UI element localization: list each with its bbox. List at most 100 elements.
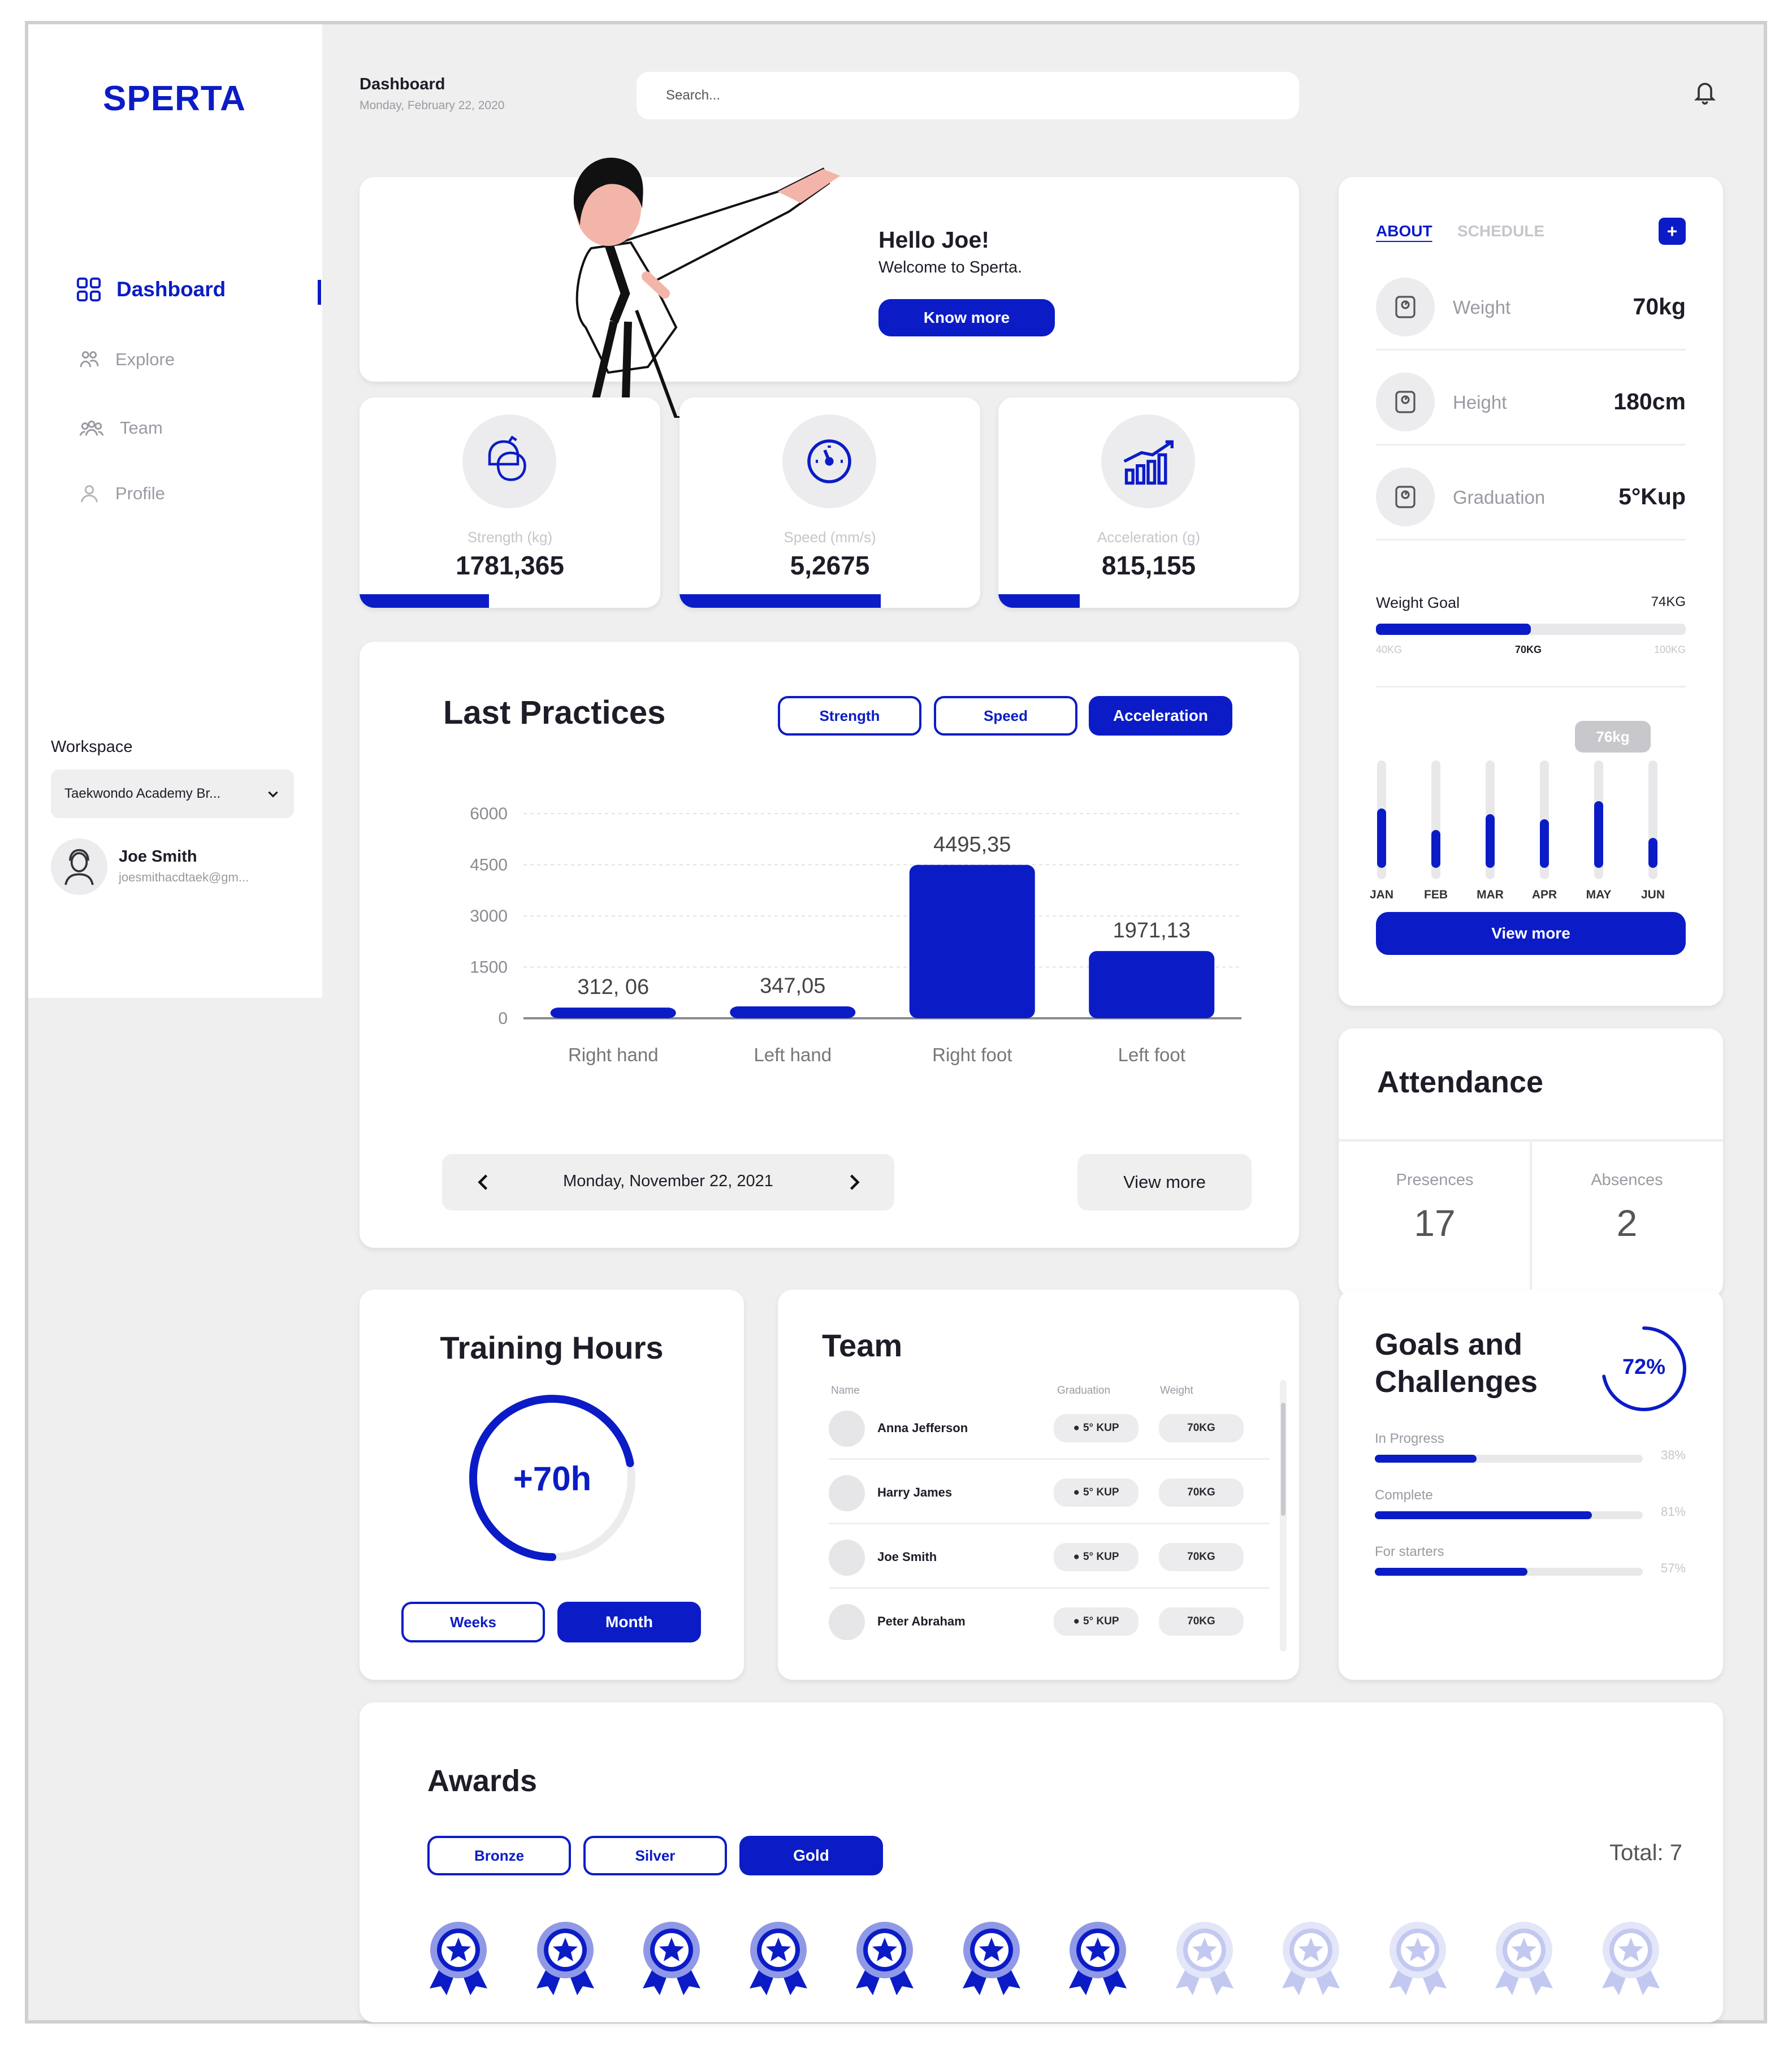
add-button[interactable]: + — [1659, 218, 1686, 245]
medal-icon[interactable] — [1274, 1917, 1348, 1996]
divider — [1376, 539, 1686, 541]
stat-value: 815,155 — [1101, 551, 1196, 580]
team-row[interactable]: Peter Abraham ● 5° KUP 70KG — [829, 1602, 1270, 1641]
tab-schedule[interactable]: SCHEDULE — [1457, 222, 1545, 240]
month-bar[interactable] — [1431, 830, 1440, 868]
hero-welcome: Welcome to Sperta. — [878, 258, 1023, 276]
attendance-card: Attendance Presences 17 Absences 2 — [1339, 1028, 1723, 1298]
team-scrollbar-thumb[interactable] — [1281, 1403, 1285, 1516]
grid-icon — [76, 277, 101, 302]
medal-icon[interactable] — [422, 1917, 495, 1996]
y-tick-label: 6000 — [470, 805, 508, 823]
awards-title: Awards — [427, 1764, 538, 1798]
about-label: Weight — [1453, 297, 1511, 318]
y-tick-label: 3000 — [470, 907, 508, 926]
weeks-button[interactable]: Weeks — [401, 1602, 545, 1642]
tab-about[interactable]: ABOUT — [1376, 222, 1432, 240]
stat-card-acceleration[interactable]: Acceleration (g) 815,155 — [998, 397, 1299, 608]
sidebar-item-profile[interactable]: Profile — [78, 482, 165, 505]
x-tick-label: Right foot — [932, 1044, 1012, 1065]
member-avatar — [829, 1540, 865, 1576]
filter-gold-button[interactable]: Gold — [739, 1836, 883, 1875]
page-date: Monday, February 22, 2020 — [360, 99, 505, 112]
stat-progress-bar — [679, 594, 881, 608]
bell-icon[interactable] — [1693, 79, 1717, 106]
know-more-button[interactable]: Know more — [878, 299, 1055, 336]
weight-goal-value: 74KG — [1651, 594, 1686, 609]
stat-card-strength[interactable]: Strength (kg) 1781,365 — [360, 397, 660, 608]
goal-label: Complete — [1375, 1488, 1433, 1503]
chevron-right-icon[interactable] — [843, 1171, 864, 1194]
member-name: Peter Abraham — [877, 1614, 966, 1628]
team-row[interactable]: Harry James ● 5° KUP 70KG — [829, 1473, 1270, 1512]
medal-icon[interactable] — [1381, 1917, 1455, 1996]
search-input[interactable]: Search... — [637, 72, 1299, 119]
month-bar[interactable] — [1377, 809, 1386, 868]
weight-goal-label: Weight Goal — [1376, 594, 1460, 611]
goal-fill — [1375, 1455, 1477, 1463]
month-bar[interactable] — [1540, 819, 1549, 868]
team-scrollbar[interactable] — [1280, 1380, 1287, 1651]
filter-strength-button[interactable]: Strength — [778, 696, 921, 736]
member-name: Harry James — [877, 1485, 953, 1499]
member-weight: 70KG — [1159, 1478, 1244, 1507]
medal-icon[interactable] — [529, 1917, 602, 1996]
month-button[interactable]: Month — [557, 1602, 701, 1642]
goal-label: In Progress — [1375, 1431, 1444, 1446]
team-row[interactable]: Joe Smith ● 5° KUP 70KG — [829, 1537, 1270, 1577]
filter-bronze-button[interactable]: Bronze — [427, 1836, 571, 1875]
goal-value: 57% — [1660, 1561, 1686, 1575]
medal-icon[interactable] — [1487, 1917, 1561, 1996]
x-tick-label: Left hand — [754, 1044, 832, 1065]
stat-label: Acceleration (g) — [1097, 529, 1201, 546]
absences-value: 2 — [1616, 1202, 1638, 1244]
sidebar-item-explore[interactable]: Explore — [78, 348, 175, 371]
filter-speed-button[interactable]: Speed — [934, 696, 1077, 736]
medal-icon[interactable] — [1168, 1917, 1241, 1996]
about-value: 70kg — [1633, 293, 1686, 319]
stat-card-speed[interactable]: Speed (mm/s) 5,2675 — [679, 397, 980, 608]
medal-icon[interactable] — [742, 1917, 815, 1996]
month-bar-track — [1594, 760, 1603, 879]
medal-icon[interactable] — [848, 1917, 921, 1996]
month-bar[interactable] — [1594, 801, 1603, 868]
avatar[interactable] — [51, 838, 107, 895]
workspace-select[interactable]: Taekwondo Academy Br... — [51, 769, 294, 818]
workspace-label: Workspace — [51, 738, 133, 756]
filter-acceleration-button[interactable]: Acceleration — [1089, 696, 1232, 736]
member-weight: 70KG — [1159, 1414, 1244, 1442]
practice-date: Monday, November 22, 2021 — [563, 1172, 773, 1190]
practices-bar-chart: 6000 4500 3000 1500 0 312, 06 Right hand 347,05… — [470, 805, 1241, 1065]
medal-icon[interactable] — [1594, 1917, 1668, 1996]
month-bar[interactable] — [1486, 814, 1495, 868]
weight-goal-max: 100KG — [1654, 644, 1686, 655]
medal-icon[interactable] — [1061, 1917, 1135, 1996]
practices-card: Last Practices Strength Speed Accelerati… — [360, 642, 1299, 1248]
app-logo[interactable]: SPERTA — [103, 79, 246, 118]
attendance-title: Attendance — [1377, 1065, 1544, 1099]
search-placeholder: Search... — [666, 88, 721, 103]
about-view-more-button[interactable]: View more — [1376, 912, 1686, 955]
bar — [909, 864, 1035, 1018]
medal-icon[interactable] — [635, 1917, 708, 1996]
medal-icon[interactable] — [955, 1917, 1028, 1996]
page-title: Dashboard — [360, 75, 445, 93]
graduation-text: 5° KUP — [1083, 1486, 1119, 1498]
chevron-left-icon[interactable] — [474, 1171, 494, 1194]
divider — [1376, 686, 1686, 688]
hero-card: Hello Joe! Welcome to Sperta. Know more — [360, 177, 1299, 382]
scale-icon — [1376, 373, 1435, 431]
sidebar-item-dashboard[interactable]: Dashboard — [76, 276, 226, 302]
goal-track — [1375, 1455, 1643, 1463]
stat-value: 1781,365 — [456, 551, 564, 580]
y-tick-label: 4500 — [470, 856, 508, 875]
sidebar-item-team[interactable]: Team — [78, 417, 163, 439]
team-row[interactable]: Anna Jefferson ● 5° KUP 70KG — [829, 1408, 1270, 1448]
weight-goal-current: 70KG — [1515, 644, 1542, 655]
practices-view-more-button[interactable]: View more — [1077, 1154, 1252, 1210]
about-value: 5°Kup — [1618, 483, 1686, 509]
filter-silver-button[interactable]: Silver — [583, 1836, 727, 1875]
weight-goal-track — [1376, 624, 1686, 635]
month-label: APR — [1531, 888, 1557, 901]
month-bar[interactable] — [1648, 838, 1657, 868]
